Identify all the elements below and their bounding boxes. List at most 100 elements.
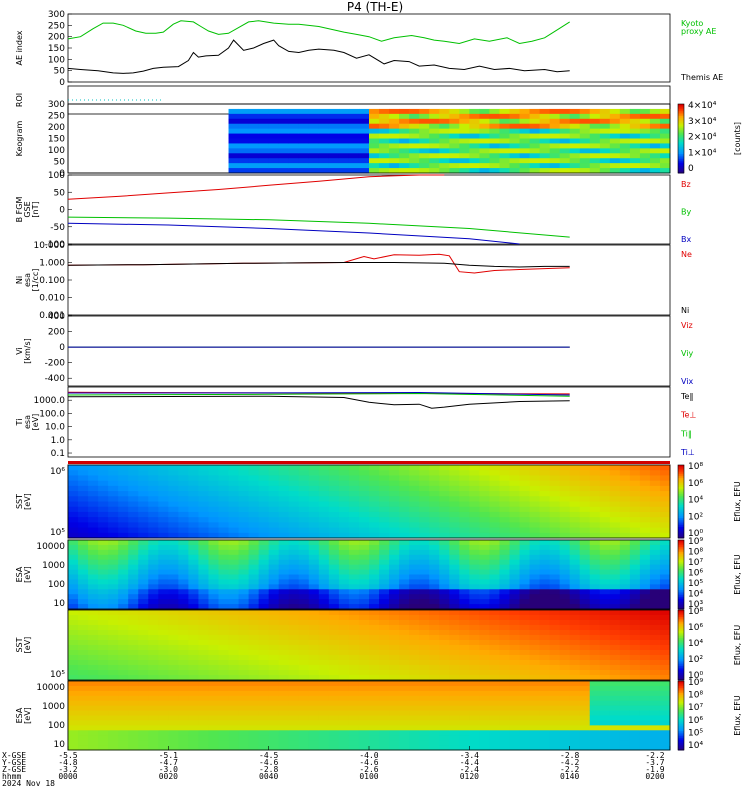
spectrogram-cell xyxy=(659,625,671,631)
spectrogram-cell xyxy=(599,745,611,751)
spectrogram-cell xyxy=(469,522,480,529)
spectrogram-cell xyxy=(589,158,601,164)
spectrogram-cell xyxy=(649,113,661,120)
spectrogram-cell xyxy=(308,700,320,707)
spectrogram-cell xyxy=(248,730,260,736)
spectrogram-cell xyxy=(639,143,651,149)
spectrogram-cell xyxy=(399,148,410,154)
spectrogram-cell xyxy=(128,549,139,556)
spectrogram-cell xyxy=(419,491,430,497)
spectrogram-cell xyxy=(549,594,561,600)
spectrogram-cell xyxy=(278,599,290,605)
spectrogram-cell xyxy=(559,108,571,115)
spectrogram-cell xyxy=(198,569,209,575)
spectrogram-cell xyxy=(198,511,209,518)
spectrogram-cell xyxy=(519,604,531,610)
spectrogram-cell xyxy=(98,480,109,487)
spectrogram-cell xyxy=(419,625,430,631)
spectrogram-cell xyxy=(278,485,290,492)
y-axis-label: [eV] xyxy=(23,493,32,510)
spectrogram-cell xyxy=(399,527,410,534)
spectrogram-cell xyxy=(409,730,420,736)
colorbar-swatch xyxy=(678,129,684,133)
spectrogram-cell xyxy=(278,113,290,120)
spectrogram-cell xyxy=(499,685,510,692)
spectrogram-cell xyxy=(318,506,330,513)
spectrogram-cell xyxy=(308,584,320,590)
spectrogram-cell xyxy=(298,158,310,164)
spectrogram-cell xyxy=(148,645,159,651)
spectrogram-cell xyxy=(88,470,99,476)
spectrogram-cell xyxy=(278,584,290,590)
spectrogram-cell xyxy=(649,532,661,539)
spectrogram-cell xyxy=(629,554,641,561)
spectrogram-cell xyxy=(519,645,531,651)
spectrogram-cell xyxy=(469,517,480,523)
spectrogram-cell xyxy=(519,511,531,518)
spectrogram-cell xyxy=(379,128,390,135)
spectrogram-cell xyxy=(228,491,240,497)
panel-frame xyxy=(67,315,671,387)
colorbar-swatch xyxy=(678,169,684,172)
spectrogram-cell xyxy=(178,532,189,539)
spectrogram-cell xyxy=(479,475,490,482)
spectrogram-cell xyxy=(258,480,270,487)
spectrogram-cell xyxy=(288,485,300,492)
spectrogram-cell xyxy=(559,675,571,681)
spectrogram-cell xyxy=(629,168,641,174)
colorbar-swatch xyxy=(678,536,684,539)
colorbar-swatch xyxy=(678,586,684,589)
spectrogram-cell xyxy=(569,690,581,697)
spectrogram-cell xyxy=(499,527,510,534)
spectrogram-cell xyxy=(589,700,601,707)
spectrogram-cell xyxy=(238,615,250,621)
spectrogram-cell xyxy=(509,685,520,692)
spectrogram-cell xyxy=(539,725,551,731)
spectrogram-cell xyxy=(489,675,500,681)
spectrogram-cell xyxy=(539,705,551,712)
spectrogram-cell xyxy=(659,610,671,616)
spectrogram-cell xyxy=(619,690,631,697)
colorbar-swatch xyxy=(678,516,684,519)
spectrogram-cell xyxy=(198,544,209,551)
spectrogram-cell xyxy=(318,491,330,497)
spectrogram-cell xyxy=(419,517,430,523)
spectrogram-cell xyxy=(238,630,250,636)
spectrogram-cell xyxy=(469,594,480,600)
spectrogram-cell xyxy=(649,148,661,154)
spectrogram-cell xyxy=(639,620,651,626)
spectrogram-cell xyxy=(589,123,601,130)
spectrogram-cell xyxy=(619,745,631,751)
spectrogram-cell xyxy=(218,665,230,671)
spectrogram-cell xyxy=(539,485,551,492)
spectrogram-cell xyxy=(328,735,340,741)
spectrogram-cell xyxy=(238,695,250,702)
spectrogram-cell xyxy=(369,604,380,610)
spectrogram-cell xyxy=(138,527,149,534)
colorbar-swatch xyxy=(678,664,684,667)
colorbar-swatch xyxy=(678,552,684,555)
spectrogram-cell xyxy=(649,549,661,556)
spectrogram-cell xyxy=(609,630,621,636)
spectrogram-cell xyxy=(88,635,99,641)
spectrogram-cell xyxy=(649,517,661,523)
colorbar-swatch xyxy=(678,527,684,530)
spectrogram-cell xyxy=(338,527,350,534)
spectrogram-cell xyxy=(78,660,89,666)
spectrogram-cell xyxy=(559,544,571,551)
spectrogram-cell xyxy=(68,604,79,610)
spectrogram-cell xyxy=(248,532,260,539)
spectrogram-cell xyxy=(599,730,611,736)
spectrogram-cell xyxy=(348,655,360,661)
spectrogram-cell xyxy=(258,665,270,671)
spectrogram-cell xyxy=(258,128,270,135)
spectrogram-cell xyxy=(218,735,230,741)
y-tick-label: 50 xyxy=(54,158,66,168)
spectrogram-cell xyxy=(479,705,490,712)
colorbar-swatch xyxy=(678,629,684,632)
spectrogram-cell xyxy=(148,527,159,534)
spectrogram-cell xyxy=(98,635,109,641)
colorbar-swatch xyxy=(678,720,684,723)
spectrogram-cell xyxy=(589,549,601,556)
spectrogram-cell xyxy=(409,569,420,575)
